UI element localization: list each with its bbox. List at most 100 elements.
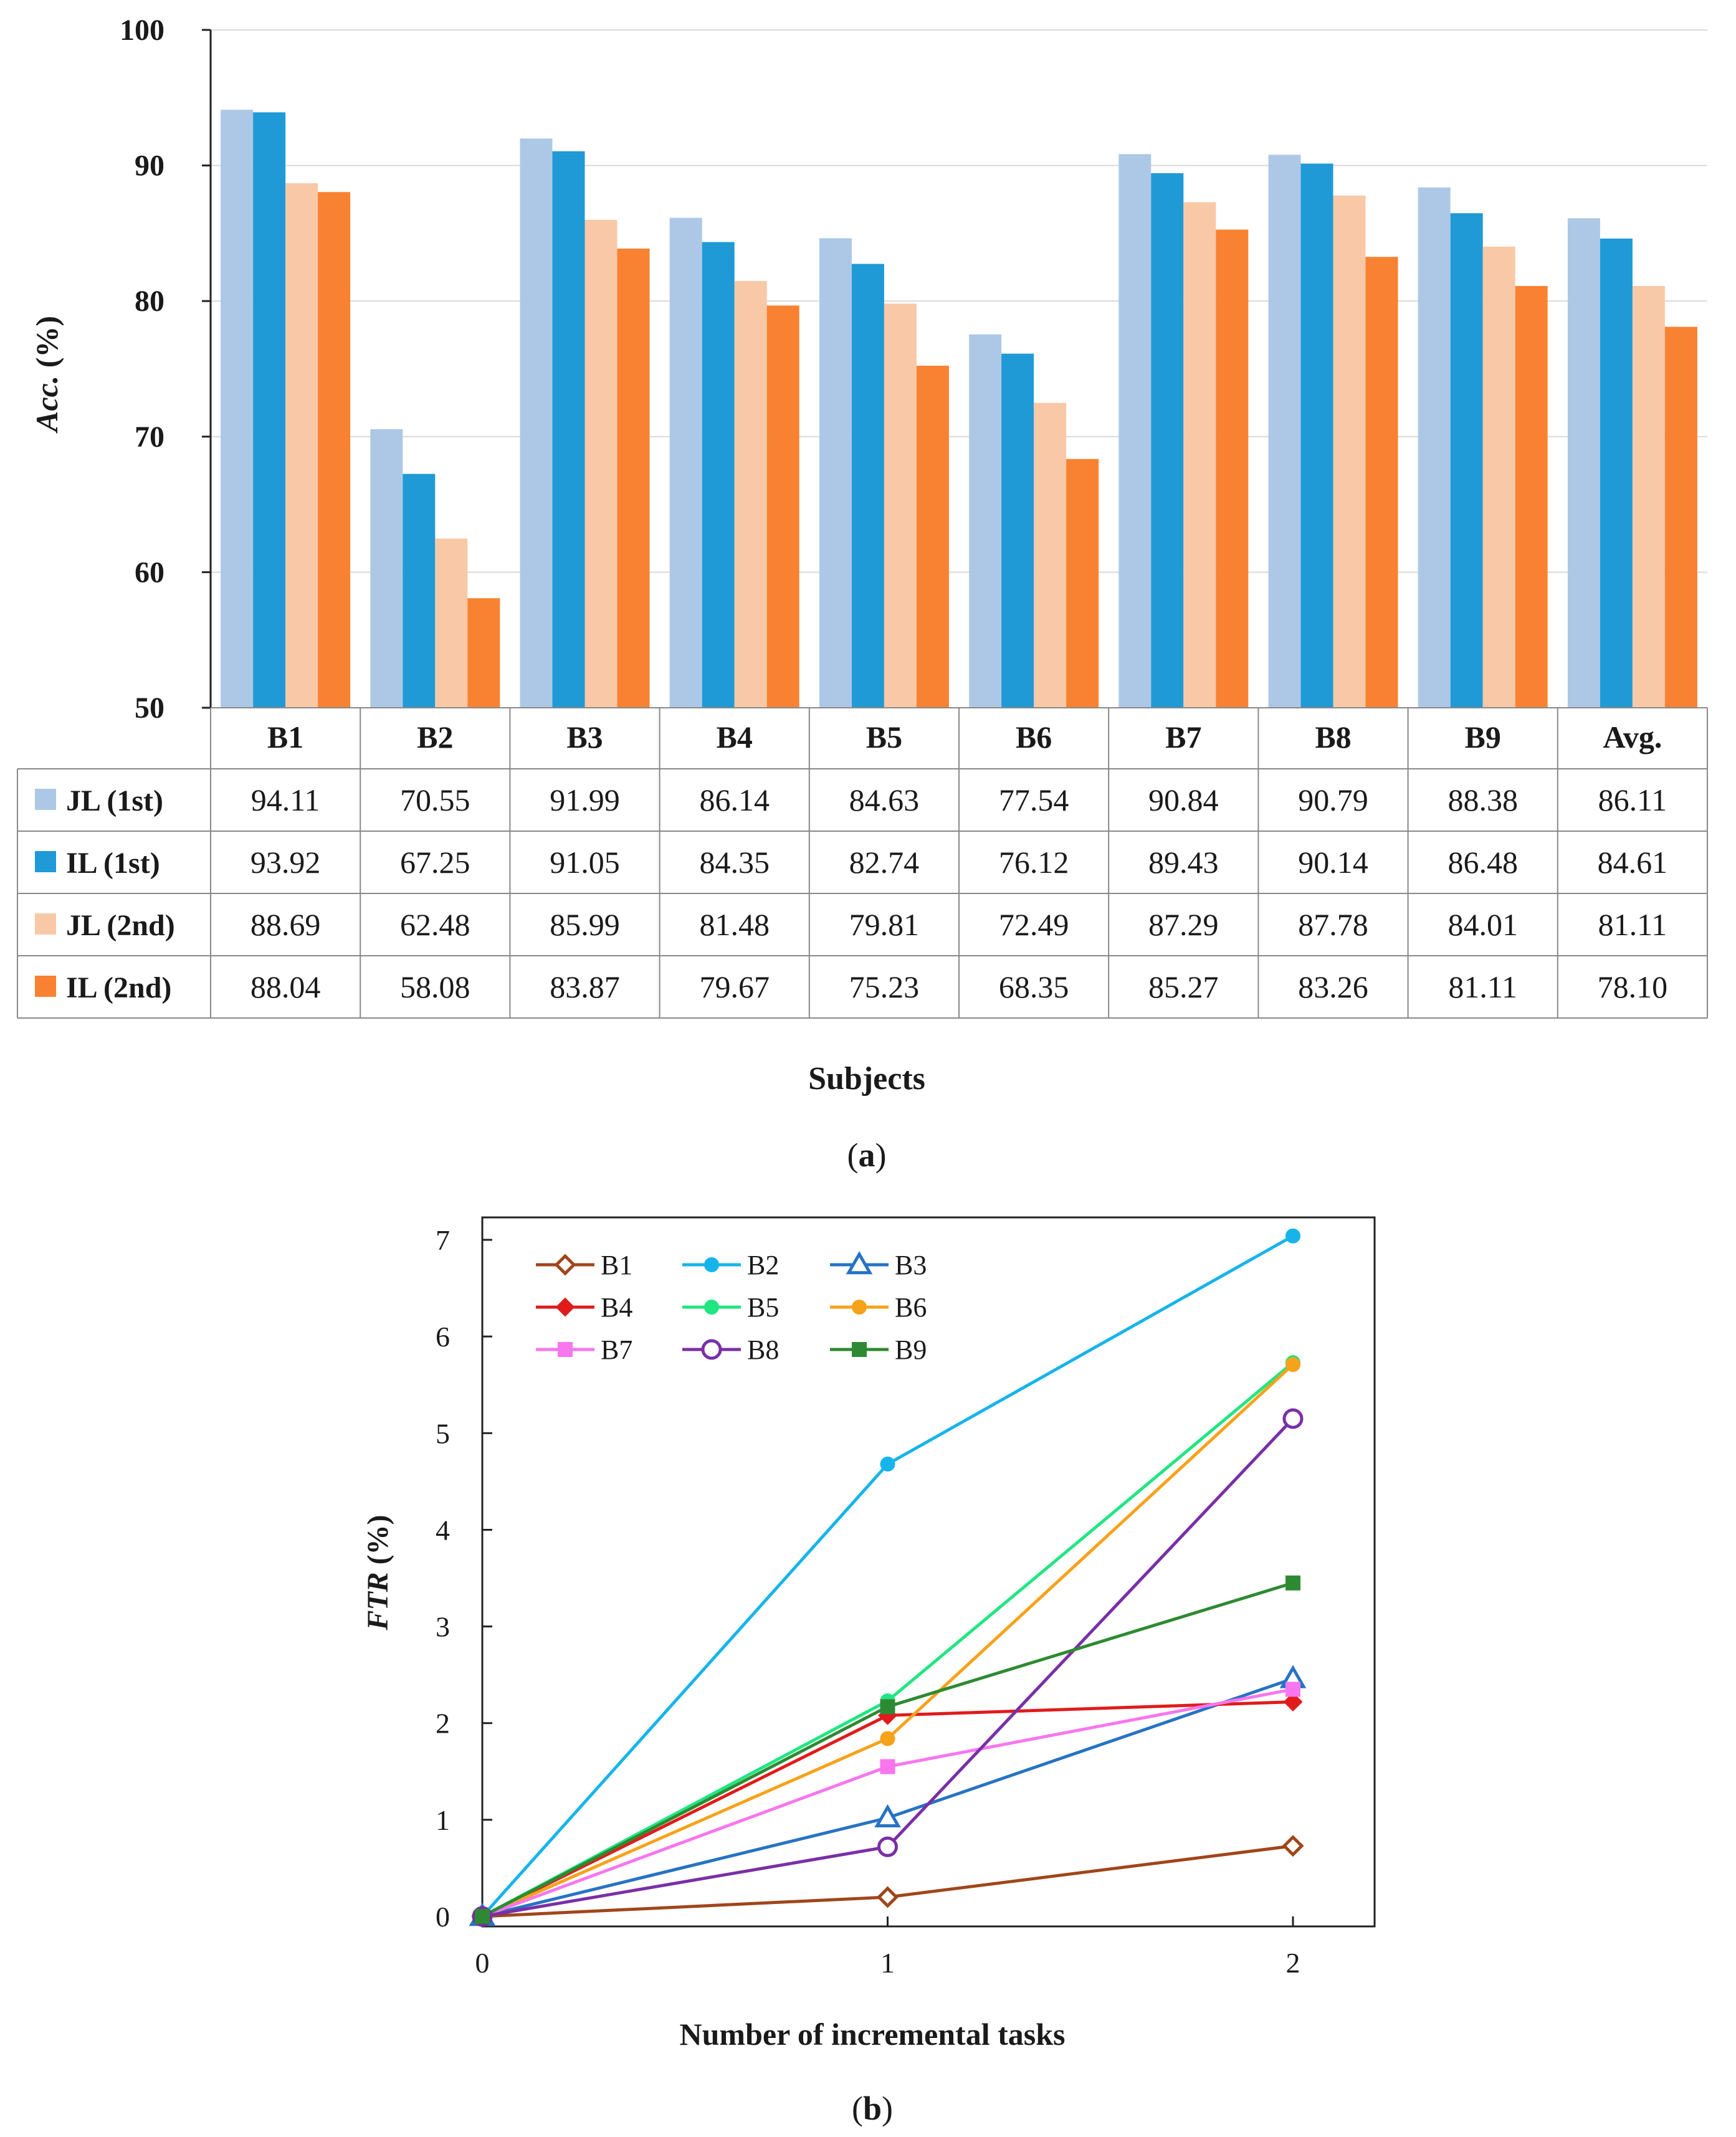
bar-il-1st-b5 <box>851 264 884 708</box>
panel-b-ylabel: FTR (%) <box>361 1515 394 1630</box>
table-cell: 84.01 <box>1447 907 1518 942</box>
panel-a-ylabel: Acc. (%) <box>29 316 64 434</box>
bar-il-2nd-b7 <box>1216 229 1249 708</box>
table-cell: 93.92 <box>250 845 321 880</box>
panel-a-ytick-label: 50 <box>135 692 165 725</box>
point-b7-x1 <box>880 1759 895 1774</box>
panel-b-ytick-label: 4 <box>436 1514 450 1546</box>
panel-b-ytick-label: 5 <box>436 1417 450 1449</box>
table-cell: 83.26 <box>1298 969 1368 1004</box>
table-cell: 67.25 <box>400 845 470 880</box>
panel-a-category-label: B3 <box>566 720 603 754</box>
table-cell: 87.29 <box>1148 907 1219 942</box>
panel-b-ytick-label: 0 <box>436 1901 450 1933</box>
bar-il-1st-b6 <box>1001 353 1034 708</box>
series-line-b9 <box>481 1581 1294 1918</box>
table-cell: 82.74 <box>849 845 920 880</box>
panel-b-xlabel: Number of incremental tasks <box>680 2017 1066 2052</box>
panel-a-ytick-label: 80 <box>135 285 165 318</box>
panel-b-ytick-label: 6 <box>436 1321 450 1353</box>
panel-a-bar-chart: 50 60 70 80 90 100 Acc. (%) B1 B2 B3 B4 B5 B6 B7 B8 B… <box>17 14 1708 1174</box>
panel-b-line-chart: 0 1 2 3 4 5 6 7 0 1 2 B1 B2 B3 B4 B5 B6 B7 B8 B9 FTR (%) N… <box>361 1216 1376 2127</box>
bar-jl-1st-b3 <box>520 138 553 708</box>
table-cell: 90.84 <box>1148 783 1219 817</box>
bar-il-2nd-b6 <box>1066 459 1099 708</box>
panel-a-category-label: Avg. <box>1603 720 1662 754</box>
table-cell: 88.04 <box>250 969 321 1004</box>
bar-il-2nd-b5 <box>916 365 949 708</box>
bar-jl-1st-b2 <box>370 429 403 708</box>
panel-a-category-label: B9 <box>1465 720 1501 754</box>
table-cell: 91.99 <box>550 783 620 817</box>
table-cell: 88.38 <box>1447 783 1518 817</box>
point-b6-x2 <box>1285 1357 1300 1373</box>
panel-b-ytick-label: 2 <box>436 1708 450 1740</box>
legend-label-b1: B1 <box>601 1250 632 1280</box>
panel-a-label: (a) <box>847 1136 887 1174</box>
bar-jl-2nd-b4 <box>734 280 767 708</box>
bar-il-2nd-b9 <box>1515 286 1548 708</box>
panel-a-ytick-label: 60 <box>135 556 165 589</box>
legend-label-b3: B3 <box>895 1250 927 1280</box>
table-cell: 87.78 <box>1298 907 1368 942</box>
point-b9-x0 <box>475 1909 490 1924</box>
panel-a-category-label: B2 <box>417 720 453 754</box>
bar-il-2nd-b3 <box>617 248 650 708</box>
legend-marker-b1 <box>554 1254 576 1276</box>
panel-b-label: (b) <box>852 2090 893 2127</box>
bar-jl-1st-b1 <box>221 110 254 708</box>
panel-a-category-label: B5 <box>866 720 902 754</box>
legend-label-b4: B4 <box>601 1292 632 1323</box>
table-cell: 86.14 <box>699 783 770 817</box>
panel-b-ytick-label: 3 <box>436 1611 450 1643</box>
panel-a-category-label: B4 <box>717 720 753 754</box>
table-cell: 81.11 <box>1448 969 1517 1004</box>
table-cell: 83.87 <box>550 969 620 1004</box>
point-b2-x2 <box>1285 1228 1300 1244</box>
table-cell: 86.48 <box>1447 845 1518 880</box>
bar-jl-2nd-b6 <box>1034 402 1067 708</box>
bar-il-1st-b9 <box>1450 213 1483 708</box>
table-cell: 84.35 <box>699 845 770 880</box>
bar-jl-2nd-b2 <box>435 538 468 708</box>
legend-label-b6: B6 <box>895 1292 927 1323</box>
table-cell: 68.35 <box>999 969 1069 1004</box>
series-line-b6 <box>481 1363 1294 1918</box>
bar-jl-2nd-b1 <box>285 183 318 708</box>
panel-b-xtick-label: 0 <box>475 1947 490 1979</box>
table-cell: 90.79 <box>1298 783 1368 817</box>
table-cell: 85.99 <box>550 907 620 942</box>
table-cell: 89.43 <box>1148 845 1219 880</box>
table-cell: 81.48 <box>699 907 770 942</box>
bar-il-2nd-b4 <box>766 305 799 708</box>
panel-a-category-label: B6 <box>1016 720 1052 754</box>
legend-swatch-jl-2nd <box>35 913 56 935</box>
bar-jl-1st-avg <box>1567 218 1600 708</box>
bar-il-1st-b1 <box>253 112 286 708</box>
legend-marker-b9 <box>852 1342 867 1357</box>
panel-b-ytick-label: 1 <box>436 1804 450 1836</box>
legend-marker-b5 <box>704 1300 719 1315</box>
panel-a-ytick-label: 100 <box>120 14 165 47</box>
table-cell: 72.49 <box>999 907 1069 942</box>
bar-jl-2nd-b8 <box>1333 195 1366 708</box>
bar-jl-2nd-b7 <box>1183 202 1216 708</box>
point-b1-x1 <box>876 1886 899 1908</box>
point-b4-x2 <box>1283 1692 1303 1711</box>
panel-b-xtick-label: 1 <box>880 1947 895 1979</box>
bar-il-1st-b8 <box>1300 163 1333 708</box>
table-cell: 75.23 <box>849 969 920 1004</box>
legend-swatch-il-2nd <box>35 976 56 997</box>
panel-a-xlabel: Subjects <box>808 1061 925 1097</box>
table-cell: 78.10 <box>1598 969 1668 1004</box>
point-b7-x2 <box>1285 1682 1300 1697</box>
table-cell: 62.48 <box>400 907 470 942</box>
legend-label-b8: B8 <box>747 1335 779 1365</box>
legend-marker-b4 <box>555 1297 575 1317</box>
bar-jl-1st-b9 <box>1418 187 1451 708</box>
table-cell: 81.11 <box>1598 907 1667 942</box>
table-cell: 86.11 <box>1598 783 1667 817</box>
bar-il-2nd-b1 <box>318 192 351 708</box>
panel-b-plot-frame <box>481 1216 1376 1928</box>
